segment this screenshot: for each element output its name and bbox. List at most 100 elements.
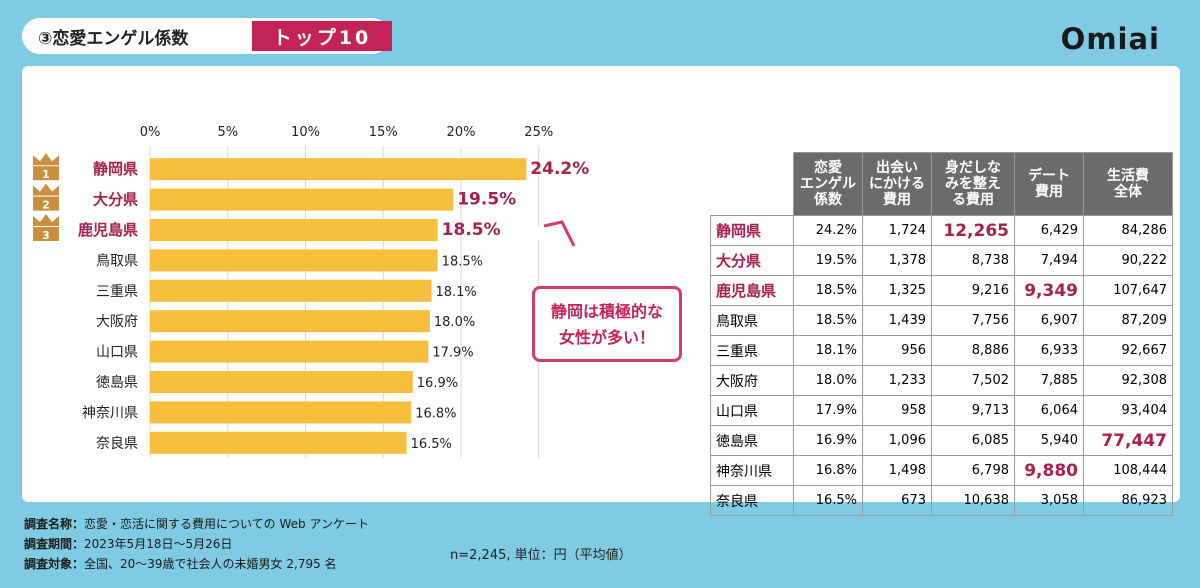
table-value-cell: 77,447 xyxy=(1083,425,1173,456)
crown-base xyxy=(33,227,59,241)
table-value-cell: 6,798 xyxy=(931,455,1015,486)
value-label: 18.5% xyxy=(442,254,483,269)
header-engel: 恋愛 エンゲル 係数 xyxy=(793,152,863,216)
callout-line2: 女性が多い！ xyxy=(558,328,655,347)
category-label: 大阪府 xyxy=(96,314,138,330)
table-value-cell: 7,494 xyxy=(1014,245,1084,276)
table-value-cell: 956 xyxy=(862,335,932,366)
table-value-cell: 958 xyxy=(862,395,932,426)
survey-name: 調査名称：恋愛・恋活に関する費用についての Web アンケート xyxy=(24,517,369,531)
rank-number: 2 xyxy=(42,199,50,212)
table-value-cell: 16.8% xyxy=(793,455,863,486)
category-label: 神奈川県 xyxy=(82,405,138,421)
table-value-cell: 92,308 xyxy=(1083,365,1173,396)
chart-panel: 0% 5% 10% 15% 20% 25% 静岡県 24.2% 1 大分県 19.5% 2 鹿児島県 18… xyxy=(22,66,1180,563)
table-pref-cell: 徳島県 xyxy=(710,425,794,456)
callout-line1: 静岡は積極的な xyxy=(550,302,663,321)
table-pref-cell: 山口県 xyxy=(710,395,794,426)
table-row: 山口県 17.9% 958 9,713 6,064 93,404 xyxy=(710,395,1173,426)
omiai-logo: Omiai xyxy=(1060,22,1160,56)
value-label: 18.5% xyxy=(442,220,501,240)
bar xyxy=(150,401,412,424)
bar xyxy=(150,340,429,363)
survey-target: 調査対象：全国、20〜39歳で社会人の未婚男女 2,795 名 xyxy=(24,557,337,571)
table-header-row: 恋愛 エンゲル 係数 出会い にかける 費用 身だしな みを整え る費用 デート 費用 生活費… xyxy=(710,152,1173,216)
value-label: 17.9% xyxy=(432,346,473,361)
table-value-cell: 7,756 xyxy=(931,305,1015,336)
table-value-cell: 18.1% xyxy=(793,335,863,366)
bar xyxy=(150,188,454,211)
header-living-cost: 生活費 全体 xyxy=(1083,152,1173,216)
table-value-cell: 86,923 xyxy=(1083,485,1173,516)
table-value-cell: 16.5% xyxy=(793,485,863,516)
value-label: 18.1% xyxy=(435,285,476,300)
table-value-cell: 108,444 xyxy=(1083,455,1173,486)
chart-title: ③恋愛エンゲル係数 xyxy=(38,24,188,49)
x-tick-label: 5% xyxy=(217,125,238,140)
table-value-cell: 3,058 xyxy=(1014,485,1084,516)
table-value-cell: 18.0% xyxy=(793,365,863,396)
table-value-cell: 673 xyxy=(862,485,932,516)
bar xyxy=(150,310,430,333)
crown-icon xyxy=(33,214,59,226)
table-pref-cell: 三重県 xyxy=(710,335,794,366)
rank-number: 1 xyxy=(42,168,50,181)
x-tick-label: 0% xyxy=(140,125,161,140)
survey-period: 調査期間：2023年5月18日〜5月26日 xyxy=(24,537,233,551)
value-label: 24.2% xyxy=(530,159,589,179)
bar xyxy=(150,279,432,302)
bar xyxy=(150,371,413,393)
crown-base xyxy=(33,166,59,181)
table-value-cell: 1,724 xyxy=(862,215,932,246)
table-value-cell: 24.2% xyxy=(793,215,863,246)
crown-icon xyxy=(33,153,59,166)
table-value-cell: 6,064 xyxy=(1014,395,1084,426)
table-pref-cell: 静岡県 xyxy=(710,215,794,246)
table-value-cell: 16.9% xyxy=(793,425,863,456)
table-row: 鳥取県 18.5% 1,439 7,756 6,907 87,209 xyxy=(710,305,1173,336)
category-label: 奈良県 xyxy=(96,436,138,452)
table-value-cell: 18.5% xyxy=(793,275,863,306)
table-value-cell: 6,429 xyxy=(1014,215,1084,246)
value-label: 16.9% xyxy=(417,376,458,391)
table-value-cell: 19.5% xyxy=(793,245,863,276)
category-label: 静岡県 xyxy=(93,160,138,178)
value-label: 16.5% xyxy=(411,437,452,452)
table-value-cell: 1,325 xyxy=(862,275,932,306)
table-row: 大分県 19.5% 1,378 8,738 7,494 90,222 xyxy=(710,245,1173,276)
table-value-cell: 7,502 xyxy=(931,365,1015,396)
value-label: 16.8% xyxy=(415,406,456,421)
header-meeting-cost: 出会い にかける 費用 xyxy=(862,152,932,216)
survey-info: 調査名称：恋愛・恋活に関する費用についての Web アンケート 調査期間：202… xyxy=(24,514,369,574)
rank-number: 3 xyxy=(42,229,50,242)
table-value-cell: 6,085 xyxy=(931,425,1015,456)
x-tick-label: 25% xyxy=(524,125,553,140)
bar xyxy=(150,249,438,272)
table-row: 大阪府 18.0% 1,233 7,502 7,885 92,308 xyxy=(710,365,1173,396)
table-value-cell: 8,886 xyxy=(931,335,1015,366)
table-value-cell: 92,667 xyxy=(1083,335,1173,366)
table-value-cell: 1,096 xyxy=(862,425,932,456)
table-value-cell: 7,885 xyxy=(1014,365,1084,396)
table-value-cell: 10,638 xyxy=(931,485,1015,516)
table-row: 徳島県 16.9% 1,096 6,085 5,940 77,447 xyxy=(710,425,1173,456)
table-value-cell: 6,933 xyxy=(1014,335,1084,366)
table-value-cell: 9,713 xyxy=(931,395,1015,426)
table-value-cell: 1,233 xyxy=(862,365,932,396)
x-tick-label: 15% xyxy=(369,125,398,140)
table-value-cell: 9,216 xyxy=(931,275,1015,306)
table-row: 神奈川県 16.8% 1,498 6,798 9,880 108,444 xyxy=(710,455,1173,486)
table-row: 鹿児島県 18.5% 1,325 9,216 9,349 107,647 xyxy=(710,275,1173,306)
table-row: 三重県 18.1% 956 8,886 6,933 92,667 xyxy=(710,335,1173,366)
x-tick-label: 10% xyxy=(291,125,320,140)
table-corner xyxy=(710,152,794,216)
category-label: 山口県 xyxy=(96,345,138,361)
table-pref-cell: 奈良県 xyxy=(710,485,794,516)
bar xyxy=(150,431,407,454)
callout-pointer xyxy=(543,220,576,247)
table-pref-cell: 鳥取県 xyxy=(710,305,794,336)
category-label: 三重県 xyxy=(96,284,138,300)
table-pref-cell: 大分県 xyxy=(710,245,794,276)
table-value-cell: 1,439 xyxy=(862,305,932,336)
table-row: 奈良県 16.5% 673 10,638 3,058 86,923 xyxy=(710,485,1173,516)
